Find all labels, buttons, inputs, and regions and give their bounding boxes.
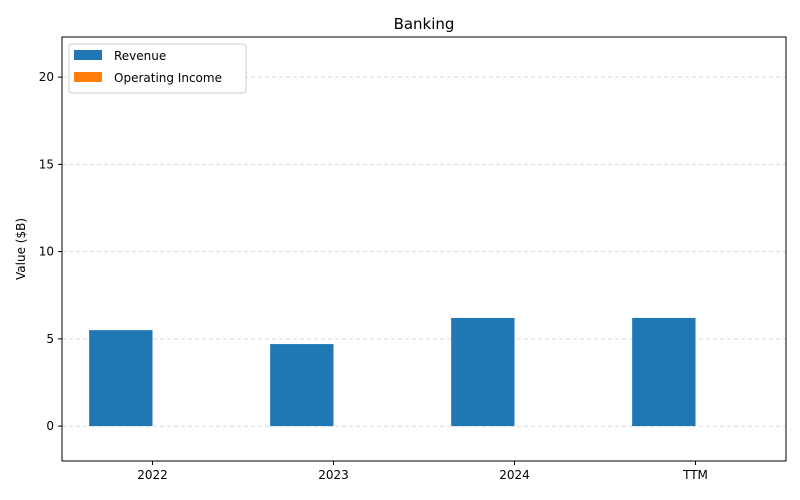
x-tick-label: 2023 (318, 468, 349, 482)
legend-label-revenue: Revenue (114, 49, 166, 63)
plot-frame (61, 36, 787, 462)
bar-revenue-ttm (632, 317, 696, 427)
legend-box (68, 43, 247, 94)
y-axis-ticks: 0 5 10 15 20 (39, 70, 62, 433)
legend-label-operating-income: Operating Income (114, 71, 222, 85)
chart-title: Banking (394, 15, 455, 33)
legend-swatch-revenue (74, 50, 102, 60)
x-tick-label: 2024 (499, 468, 530, 482)
x-tick-label: TTM (682, 468, 708, 482)
bars-group (89, 317, 696, 427)
bar-revenue-2023 (270, 344, 334, 427)
y-tick-label: 15 (39, 157, 54, 171)
bar-revenue-2022 (89, 330, 153, 427)
y-tick-label: 0 (46, 419, 54, 433)
y-tick-label: 20 (39, 70, 54, 84)
y-tick-label: 5 (46, 332, 54, 346)
x-axis-ticks: 2022 2023 2024 TTM (137, 461, 708, 482)
x-tick-label: 2022 (137, 468, 168, 482)
legend-swatch-operating-income (74, 72, 102, 82)
legend: Revenue Operating Income (68, 43, 247, 94)
y-axis-label: Value ($B) (14, 218, 28, 280)
bar-revenue-2024 (451, 317, 515, 427)
y-tick-label: 10 (39, 245, 54, 259)
